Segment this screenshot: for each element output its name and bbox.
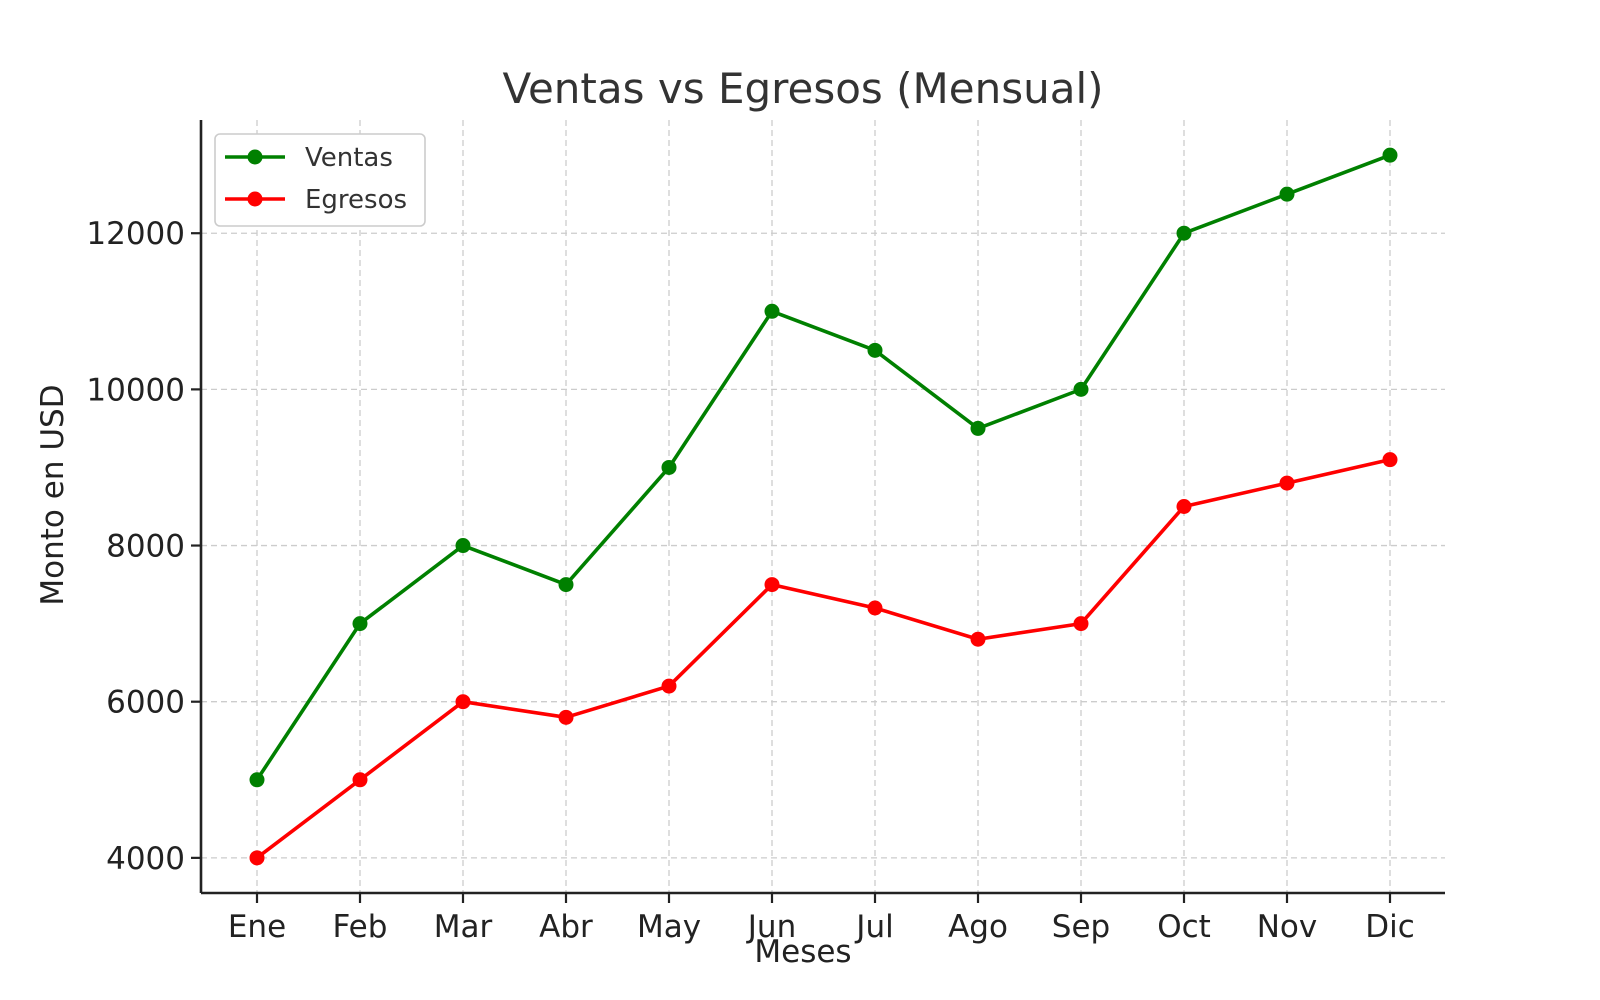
data-point-egresos	[1279, 475, 1295, 491]
chart-title: Ventas vs Egresos (Mensual)	[502, 64, 1103, 113]
data-point-ventas	[1382, 147, 1398, 163]
x-tick-label: May	[637, 909, 701, 945]
data-point-egresos	[352, 772, 368, 788]
series-egresos	[249, 452, 1398, 866]
data-point-egresos	[249, 850, 265, 866]
data-point-ventas	[455, 538, 471, 554]
data-point-egresos	[970, 631, 986, 647]
series-layer	[249, 147, 1398, 866]
x-tick-label: Jun	[746, 909, 796, 945]
x-tick-label: Ene	[228, 909, 286, 945]
grid	[201, 120, 1445, 893]
data-point-egresos	[455, 694, 471, 710]
x-tick-label: Abr	[539, 909, 593, 945]
data-point-egresos	[558, 709, 574, 725]
legend: Ventas Egresos	[214, 133, 426, 227]
x-tick-label: Jul	[854, 909, 893, 945]
series-ventas	[249, 147, 1398, 788]
x-tick-label: Ago	[948, 909, 1008, 945]
axes: Ene Feb Mar Abr May Jun Jul Ago Sep Oct Nov Dic 4000…	[86, 120, 1445, 945]
data-point-ventas	[1279, 186, 1295, 202]
y-axis-label: Monto en USD	[35, 384, 71, 605]
y-tick-label: 4000	[106, 841, 185, 877]
y-tick-label: 6000	[106, 685, 185, 721]
data-point-egresos	[764, 577, 780, 593]
data-point-ventas	[249, 772, 265, 788]
legend-label-egresos: Egresos	[305, 185, 407, 215]
legend-label-ventas: Ventas	[305, 143, 393, 173]
data-point-ventas	[1073, 381, 1089, 397]
x-tick-label: Mar	[434, 909, 493, 945]
y-tick-label: 12000	[86, 216, 185, 252]
legend-marker-ventas	[247, 149, 263, 165]
x-tick-label: Sep	[1052, 909, 1110, 945]
series-line-ventas	[255, 153, 1391, 781]
x-tick-label: Feb	[333, 909, 388, 945]
data-point-egresos	[1073, 616, 1089, 632]
data-point-ventas	[764, 303, 780, 319]
data-point-ventas	[867, 342, 883, 358]
data-point-ventas	[1176, 225, 1192, 241]
data-point-egresos	[1176, 499, 1192, 514]
legend-marker-egresos	[247, 191, 263, 207]
y-tick-label: 8000	[106, 529, 185, 565]
x-tick-label: Dic	[1365, 909, 1415, 945]
data-point-ventas	[352, 616, 368, 632]
x-axis-label: Meses	[754, 934, 851, 970]
data-point-egresos	[867, 600, 883, 616]
data-point-egresos	[661, 678, 677, 694]
data-point-ventas	[970, 420, 986, 436]
data-point-egresos	[1382, 452, 1398, 468]
data-point-ventas	[661, 459, 677, 475]
x-tick-label: Oct	[1157, 909, 1211, 945]
series-line-egresos	[255, 457, 1391, 860]
y-tick-label: 10000	[86, 372, 185, 408]
data-point-ventas	[558, 577, 574, 593]
x-tick-label: Nov	[1257, 909, 1318, 945]
